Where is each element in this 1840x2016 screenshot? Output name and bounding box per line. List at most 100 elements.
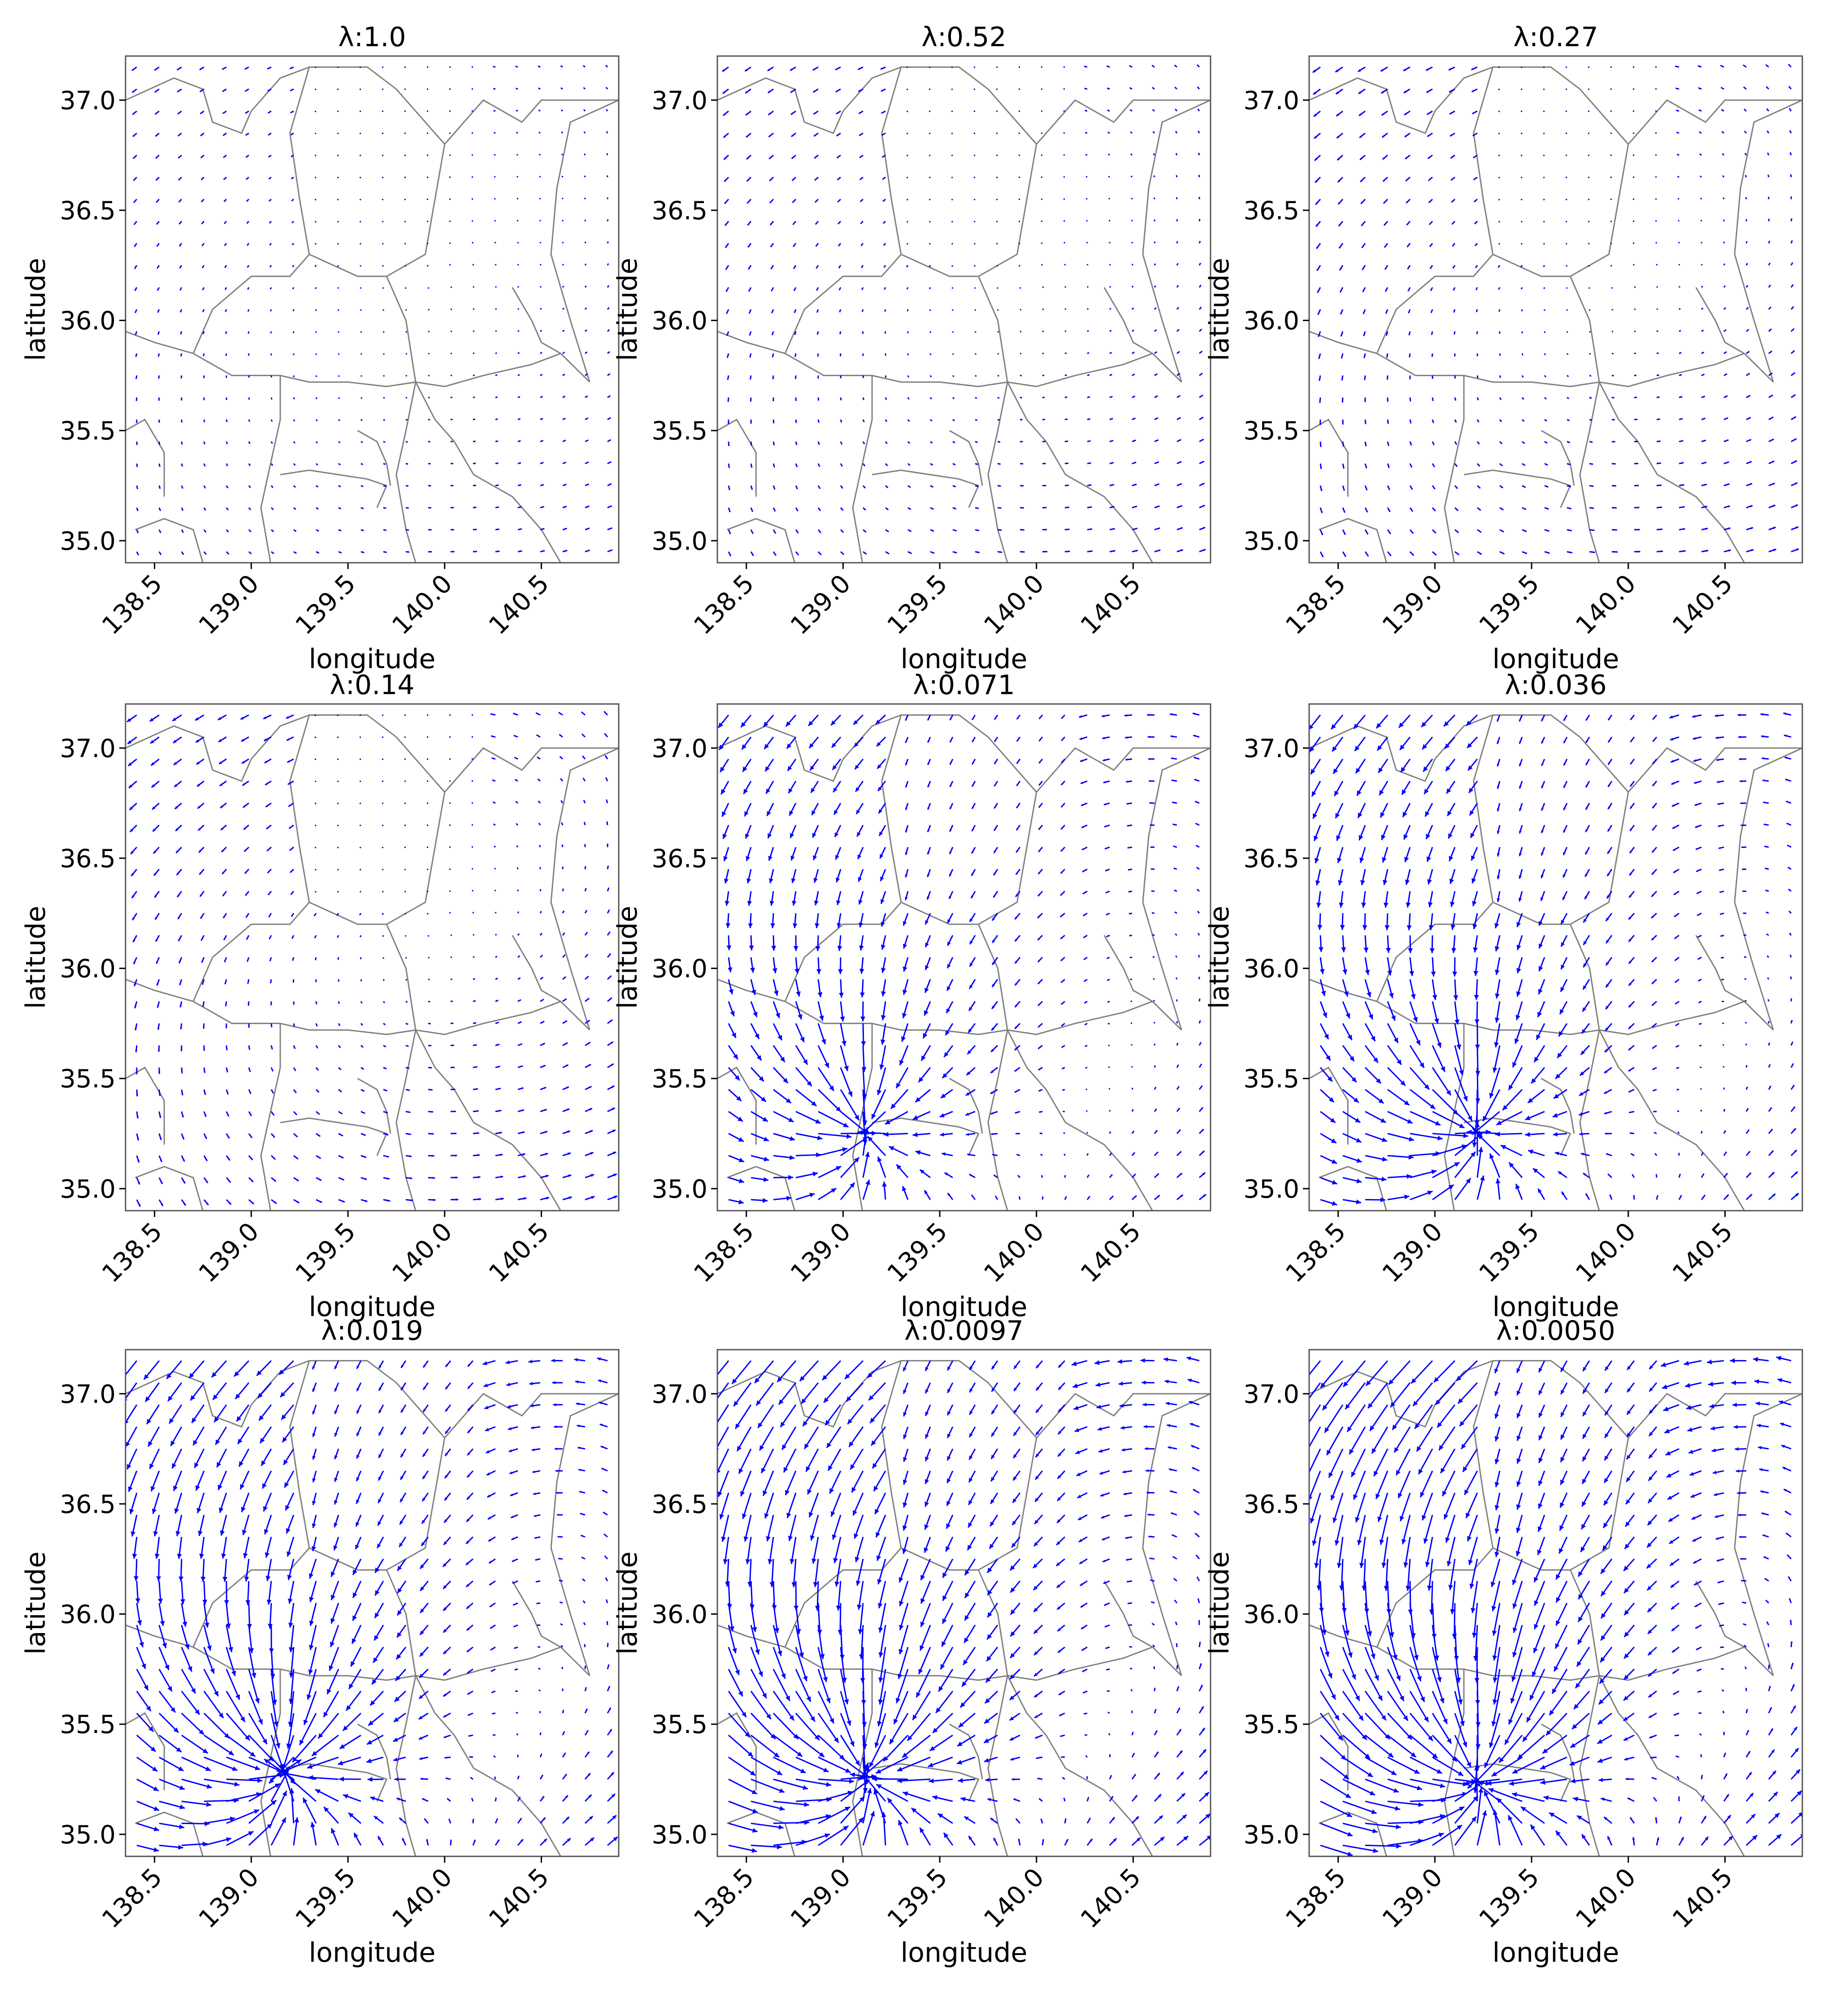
vector-arrow [517, 999, 521, 1002]
vector-arrow [1409, 1625, 1419, 1660]
vector-arrow [1109, 1816, 1115, 1824]
vector-arrow [945, 1536, 954, 1552]
vector-arrow [794, 1581, 799, 1611]
vector-arrow [1175, 1621, 1178, 1625]
vector-arrow [356, 1492, 362, 1504]
vector-arrow [740, 714, 752, 728]
vector-arrow [876, 736, 886, 747]
vector-arrow [967, 1045, 976, 1055]
vector-arrow [751, 1800, 785, 1811]
vector-arrow [1062, 1777, 1065, 1780]
vector-arrow [1697, 934, 1702, 938]
vector-arrow [771, 309, 774, 313]
vector-arrow [473, 1176, 481, 1178]
vector-arrow [1109, 308, 1111, 310]
vector-arrow [1607, 781, 1613, 787]
vector-arrow [291, 199, 294, 202]
vector-arrow [1355, 1492, 1366, 1523]
vector-arrow [584, 307, 587, 310]
vector-arrow [174, 1492, 182, 1514]
vector-arrow [299, 1713, 317, 1746]
vector-arrow [1515, 1537, 1523, 1556]
vector-arrow [203, 463, 206, 467]
vector-arrow [1477, 507, 1481, 511]
vector-arrow [952, 463, 956, 465]
vector-arrow [1552, 1111, 1567, 1118]
vector-arrow [924, 1492, 931, 1507]
vector-arrow [1589, 551, 1595, 553]
vector-arrow [1675, 1755, 1679, 1758]
vector-arrow [1410, 1833, 1444, 1846]
vector-arrow [1603, 1492, 1613, 1506]
vector-arrow [201, 199, 205, 203]
plot-frame [1308, 1349, 1803, 1857]
vector-arrow [136, 1177, 140, 1185]
vector-arrow [560, 87, 563, 90]
vector-arrow [180, 353, 182, 357]
vector-arrow [562, 352, 565, 354]
vector-arrow [1409, 957, 1415, 976]
vector-arrow [1319, 1001, 1328, 1018]
vector-arrow [1577, 1625, 1590, 1645]
vector-arrow [203, 1045, 205, 1051]
vector-arrow [473, 462, 476, 465]
vector-arrow [825, 1404, 842, 1426]
vector-arrow [405, 1111, 411, 1113]
vector-arrow [989, 1514, 998, 1527]
vector-arrow [360, 1045, 364, 1048]
vector-arrow [517, 1197, 527, 1200]
vector-arrow [823, 1382, 842, 1403]
vector-arrow [967, 1536, 976, 1551]
x-tick-label: 139.0 [1377, 1217, 1448, 1288]
vector-arrow [584, 1794, 592, 1802]
vector-arrow [494, 845, 496, 848]
vector-arrow [1655, 1174, 1658, 1178]
vector-arrow [861, 1023, 866, 1047]
vector-arrow [772, 957, 777, 973]
vector-arrow [1788, 86, 1792, 90]
vector-arrow [1543, 176, 1545, 178]
vector-arrow [1330, 714, 1344, 730]
vector-arrow [1448, 1559, 1456, 1590]
vector-arrow [560, 1623, 563, 1626]
vector-arrow [338, 309, 339, 311]
vector-arrow [1037, 1777, 1043, 1780]
vector-arrow [1338, 221, 1344, 227]
vector-arrow [985, 1778, 998, 1782]
vector-arrow [290, 891, 295, 895]
vector-arrow [1473, 1625, 1478, 1661]
vector-arrow [1429, 1581, 1434, 1615]
vector-arrow [583, 1622, 586, 1625]
vector-arrow [1371, 1426, 1389, 1454]
vector-arrow [1432, 1184, 1454, 1200]
vector-arrow [840, 1735, 860, 1766]
vector-arrow [1085, 1045, 1088, 1047]
vector-arrow [382, 869, 384, 871]
vector-arrow [562, 1064, 569, 1069]
vector-arrow [929, 265, 931, 267]
vector-arrow [1625, 1514, 1635, 1527]
vector-arrow [1565, 66, 1567, 68]
vector-arrow [220, 802, 227, 809]
x-tick-label: 139.5 [290, 569, 361, 640]
vector-arrow [601, 1468, 608, 1472]
vector-arrow [292, 265, 295, 268]
x-tick-label: 140.0 [978, 1863, 1050, 1934]
vector-arrow [334, 1382, 339, 1392]
vector-arrow [728, 551, 732, 556]
vector-arrow [540, 374, 543, 376]
vector-arrow [1553, 1647, 1568, 1672]
vector-arrow [951, 132, 953, 135]
vector-arrow [1472, 913, 1478, 930]
vector-arrow [1745, 263, 1748, 266]
vector-arrow [875, 1756, 908, 1774]
vector-arrow [1084, 87, 1088, 90]
x-axis-label: longitude [901, 643, 1028, 675]
vector-arrow [1364, 1712, 1391, 1740]
vector-arrow [426, 869, 429, 870]
vector-arrow [942, 1581, 954, 1601]
vector-arrow [859, 177, 864, 180]
vector-arrow [876, 1537, 886, 1561]
vector-arrow [727, 375, 729, 380]
vector-arrow [795, 1152, 821, 1157]
